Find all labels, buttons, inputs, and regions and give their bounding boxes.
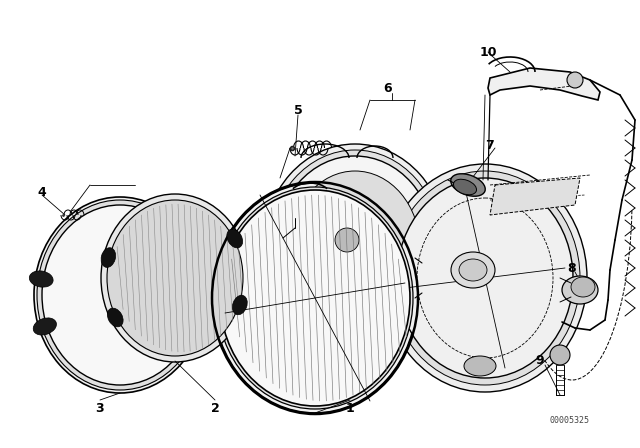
Text: 8: 8 xyxy=(568,262,576,275)
Ellipse shape xyxy=(562,276,598,304)
Text: 4: 4 xyxy=(38,185,46,198)
Ellipse shape xyxy=(550,345,570,365)
Ellipse shape xyxy=(335,228,359,252)
Ellipse shape xyxy=(390,171,580,385)
Ellipse shape xyxy=(107,200,243,356)
Text: 10: 10 xyxy=(479,46,497,59)
Ellipse shape xyxy=(464,356,496,376)
Ellipse shape xyxy=(383,164,587,392)
Ellipse shape xyxy=(227,229,243,248)
Text: 5: 5 xyxy=(294,103,302,116)
Text: 9: 9 xyxy=(536,353,544,366)
Text: 7: 7 xyxy=(486,138,494,151)
Ellipse shape xyxy=(186,310,209,327)
Ellipse shape xyxy=(232,295,247,314)
Ellipse shape xyxy=(263,144,447,352)
Ellipse shape xyxy=(217,187,413,409)
Ellipse shape xyxy=(220,190,410,406)
Ellipse shape xyxy=(459,259,487,281)
Ellipse shape xyxy=(397,178,573,378)
Ellipse shape xyxy=(567,72,583,88)
Polygon shape xyxy=(488,68,600,100)
Text: 3: 3 xyxy=(96,401,104,414)
Ellipse shape xyxy=(571,277,595,297)
Ellipse shape xyxy=(290,171,420,325)
Ellipse shape xyxy=(275,156,435,340)
Ellipse shape xyxy=(329,222,365,258)
Text: 1: 1 xyxy=(346,401,355,414)
Text: 00005325: 00005325 xyxy=(550,415,590,425)
Ellipse shape xyxy=(37,200,203,390)
Ellipse shape xyxy=(454,179,477,195)
Ellipse shape xyxy=(42,205,198,385)
Ellipse shape xyxy=(451,174,485,196)
Polygon shape xyxy=(490,178,580,215)
Ellipse shape xyxy=(34,197,206,393)
Ellipse shape xyxy=(451,252,495,288)
Ellipse shape xyxy=(101,248,116,267)
Ellipse shape xyxy=(269,150,441,346)
Text: 2: 2 xyxy=(211,401,220,414)
Ellipse shape xyxy=(33,318,56,335)
Ellipse shape xyxy=(108,308,123,327)
Ellipse shape xyxy=(184,255,207,272)
Ellipse shape xyxy=(101,194,249,362)
Ellipse shape xyxy=(29,271,53,287)
Ellipse shape xyxy=(213,183,417,413)
Text: 6: 6 xyxy=(384,82,392,95)
